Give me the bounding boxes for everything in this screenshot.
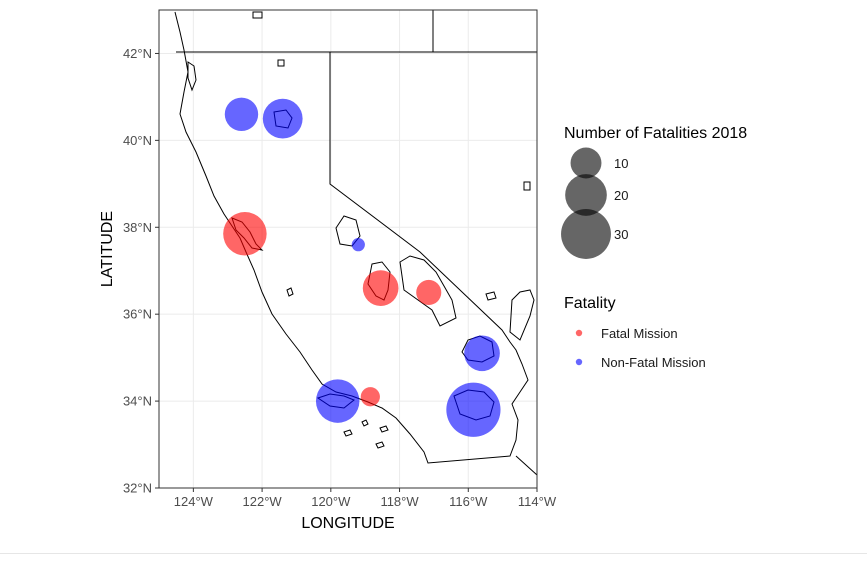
size-legend-label: 30 (614, 227, 628, 242)
non-fatal-mission-point (464, 335, 500, 372)
panel-border (158, 9, 538, 489)
y-tick-label: 34°N (123, 394, 152, 409)
non-fatal-mission-point (224, 97, 259, 131)
size-legend-title: Number of Fatalities 2018 (564, 125, 747, 142)
non-fatal-mission-point (351, 238, 365, 252)
size-legend-circle (561, 209, 611, 259)
non-fatal-mission-point (262, 98, 303, 139)
size-legend: Number of Fatalities 2018 10 20 30 (561, 125, 747, 259)
y-tick-label: 40°N (123, 133, 152, 148)
color-legend-key (575, 358, 583, 366)
arizona-border (515, 455, 538, 476)
grid-lines (159, 10, 538, 489)
top-region-1 (252, 11, 263, 19)
y-axis: 32°N 34°N 36°N 38°N 40°N 42°N (123, 46, 159, 496)
size-legend-circle (570, 147, 602, 179)
y-tick-label: 42°N (123, 46, 152, 61)
size-legend-items: 10 20 30 (561, 147, 628, 259)
size-legend-label: 20 (614, 188, 628, 203)
x-tick-label: 116°W (449, 494, 488, 509)
size-legend-label: 10 (614, 156, 628, 171)
small-island-3 (375, 441, 385, 449)
footer-divider (0, 553, 867, 554)
color-legend-title: Fatality (564, 295, 616, 312)
y-tick-label: 36°N (123, 307, 152, 322)
x-axis-title: LONGITUDE (301, 515, 394, 532)
y-axis-title: LATITUDE (99, 211, 116, 287)
nevada-region (509, 289, 535, 341)
fatal-mission-point (362, 270, 399, 306)
fatal-mission-point (360, 387, 380, 407)
y-tick-label: 32°N (123, 481, 152, 496)
x-tick-label: 118°W (380, 494, 419, 509)
fatal-mission-point (416, 279, 442, 305)
small-island-1 (343, 429, 353, 437)
top-region-2 (277, 59, 285, 67)
small-island-4 (361, 419, 369, 427)
x-tick-label: 120°W (311, 494, 351, 509)
east-region-1 (523, 181, 531, 191)
non-fatal-mission-point (446, 382, 501, 437)
color-legend-label: Non-Fatal Mission (601, 355, 706, 370)
x-tick-label: 122°W (243, 494, 283, 509)
color-legend-label: Fatal Mission (601, 326, 678, 341)
east-region-2 (485, 291, 497, 301)
small-island-2 (379, 425, 389, 433)
x-tick-label: 114°W (518, 494, 557, 509)
non-fatal-mission-point (315, 379, 360, 423)
fatal-mission-point (223, 212, 267, 256)
death-valley-region (399, 255, 457, 327)
top-region-3 (187, 61, 197, 92)
x-tick-label: 124°W (174, 494, 214, 509)
x-axis: 124°W 122°W 120°W 118°W 116°W 114°W (174, 488, 557, 509)
color-legend-items: Fatal Mission Non-Fatal Mission (575, 326, 706, 370)
color-legend: Fatality Fatal Mission Non-Fatal Mission (564, 295, 706, 370)
color-legend-key (575, 329, 583, 337)
data-points (223, 97, 501, 437)
lake-tahoe-region (335, 215, 361, 247)
size-legend-circle (565, 174, 607, 216)
pinnacles-region (286, 287, 294, 297)
y-tick-label: 38°N (123, 220, 152, 235)
